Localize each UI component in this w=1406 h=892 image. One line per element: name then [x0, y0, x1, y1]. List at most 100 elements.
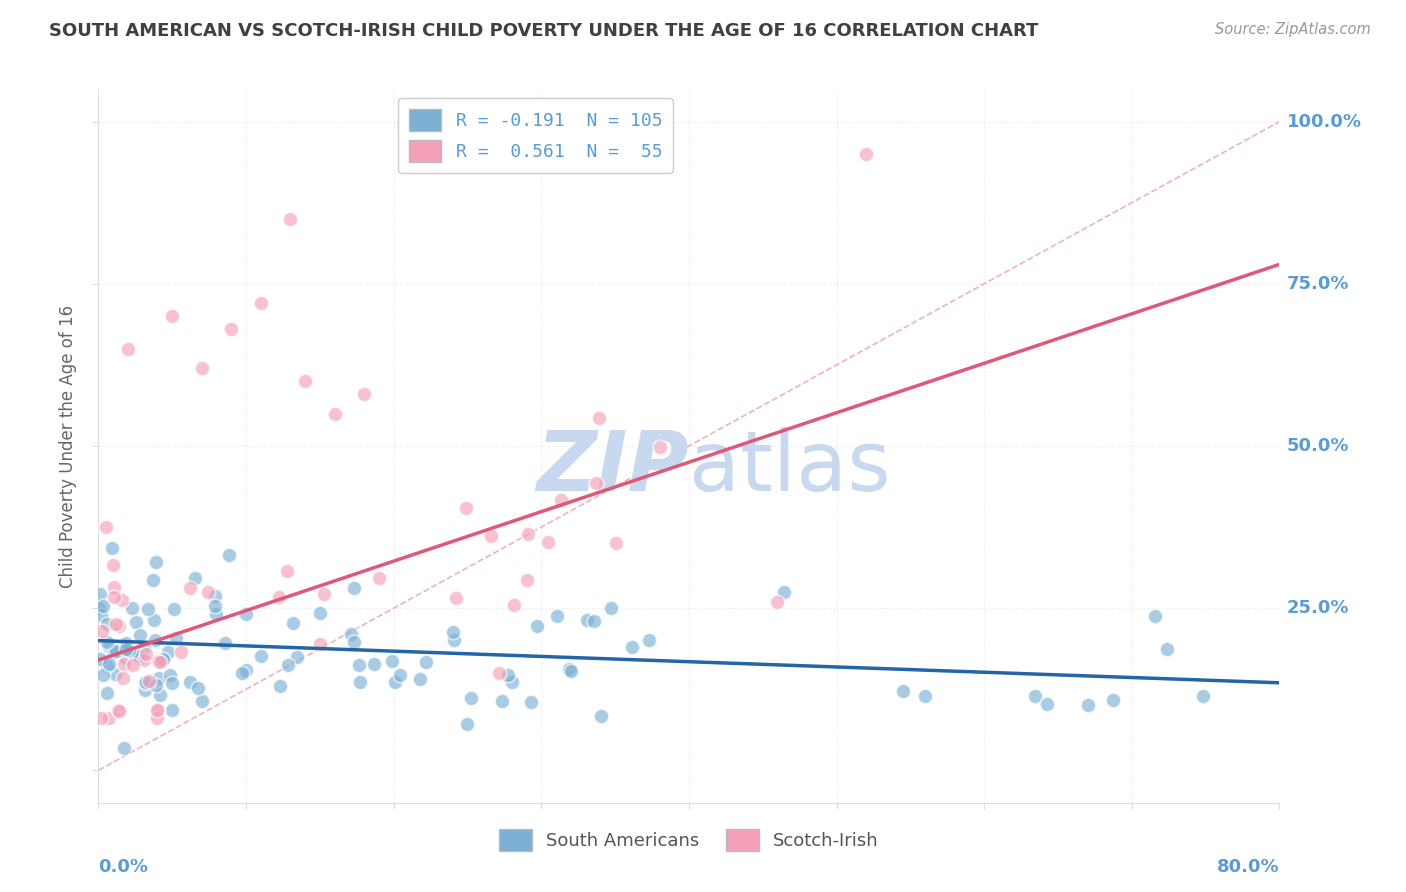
Point: [135, 648, 157, 662]
Text: 50.0%: 50.0%: [1286, 437, 1350, 455]
Point: [550, 493, 572, 508]
Point: [269, 679, 291, 693]
Point: [381, 654, 404, 668]
Point: [104, 644, 127, 658]
Point: [914, 689, 936, 703]
Point: [384, 674, 406, 689]
Point: [96, 686, 118, 700]
Point: [277, 657, 299, 672]
Point: [637, 632, 659, 647]
Point: [191, 361, 214, 376]
Point: [98, 711, 121, 725]
Point: [96, 659, 118, 673]
Point: [115, 636, 138, 650]
Point: [134, 683, 156, 698]
Point: [1156, 642, 1178, 657]
Point: [309, 637, 332, 651]
Point: [502, 598, 524, 612]
Point: [250, 296, 273, 310]
Point: [575, 613, 598, 627]
Point: [443, 632, 465, 647]
Text: 25.0%: 25.0%: [1286, 599, 1350, 617]
Point: [165, 631, 187, 645]
Point: [855, 147, 877, 161]
Point: [93, 667, 115, 681]
Text: atlas: atlas: [689, 427, 890, 508]
Point: [128, 649, 150, 664]
Point: [1036, 697, 1059, 711]
Point: [152, 652, 174, 666]
Point: [488, 666, 510, 681]
Point: [134, 653, 156, 667]
Point: [323, 407, 346, 421]
Point: [121, 658, 143, 673]
Point: [114, 641, 136, 656]
Point: [134, 675, 156, 690]
Point: [501, 674, 523, 689]
Point: [765, 595, 787, 609]
Point: [285, 649, 308, 664]
Point: [111, 593, 134, 607]
Point: [1144, 608, 1167, 623]
Text: Source: ZipAtlas.com: Source: ZipAtlas.com: [1215, 22, 1371, 37]
Point: [280, 211, 302, 226]
Point: [129, 627, 152, 641]
Point: [152, 653, 174, 667]
Point: [160, 675, 183, 690]
Point: [170, 645, 193, 659]
Point: [349, 675, 371, 690]
Point: [516, 526, 538, 541]
Point: [89, 587, 111, 601]
Point: [100, 541, 122, 555]
Point: [146, 711, 169, 725]
Point: [515, 573, 537, 587]
Point: [204, 599, 226, 613]
Point: [560, 664, 582, 678]
Point: [600, 600, 623, 615]
Point: [235, 607, 257, 621]
Point: [146, 703, 169, 717]
Point: [142, 573, 165, 587]
Point: [149, 688, 172, 702]
Point: [1192, 690, 1215, 704]
Point: [103, 580, 125, 594]
Point: [163, 602, 186, 616]
Point: [312, 587, 335, 601]
Point: [107, 703, 129, 717]
Point: [347, 657, 370, 672]
Text: 0.0%: 0.0%: [98, 858, 149, 876]
Point: [124, 615, 146, 629]
Point: [115, 650, 138, 665]
Text: ZIP: ZIP: [536, 427, 689, 508]
Point: [90, 608, 112, 623]
Point: [187, 681, 209, 695]
Point: [162, 310, 183, 324]
Point: [479, 529, 502, 543]
Point: [389, 668, 412, 682]
Point: [87, 601, 110, 615]
Point: [456, 717, 478, 731]
Point: [179, 581, 201, 595]
Point: [353, 387, 375, 401]
Point: [97, 640, 120, 654]
Point: [309, 607, 332, 621]
Point: [408, 672, 430, 686]
Point: [340, 626, 363, 640]
Point: [1024, 690, 1046, 704]
Point: [148, 655, 170, 669]
Point: [343, 634, 366, 648]
Point: [117, 647, 139, 661]
Point: [148, 671, 170, 685]
Point: [96, 617, 118, 632]
Point: [91, 624, 114, 638]
Point: [197, 585, 219, 599]
Point: [145, 678, 167, 692]
Point: [104, 667, 127, 681]
Point: [117, 342, 139, 356]
Point: [276, 564, 298, 578]
Point: [558, 662, 581, 676]
Point: [591, 709, 613, 723]
Point: [143, 613, 166, 627]
Point: [149, 655, 172, 669]
Point: [368, 571, 391, 585]
